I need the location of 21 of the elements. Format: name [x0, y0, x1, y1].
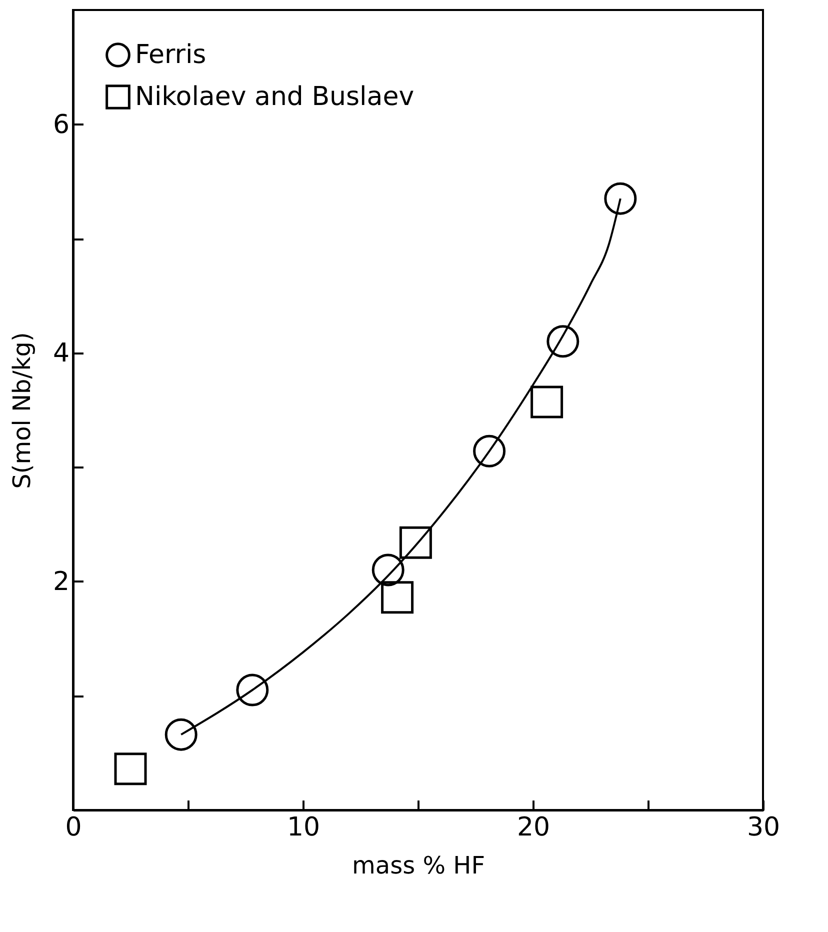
x-tick-label: 20: [516, 812, 550, 842]
legend-label: Ferris: [135, 40, 206, 70]
point: [372, 554, 404, 586]
point: [604, 182, 637, 215]
y-axis-title: S(mol Nb/kg): [8, 332, 36, 489]
x-tick-label: 0: [65, 812, 82, 842]
point: [164, 718, 198, 751]
x-tick-label: 30: [746, 812, 780, 842]
point: [381, 581, 414, 614]
point: [114, 752, 147, 786]
x-tick-label: 10: [286, 812, 320, 842]
point: [399, 526, 432, 559]
point: [473, 434, 506, 468]
legend-label: Nikolaev and Buslaev: [135, 82, 414, 112]
y-tick-label: 6: [52, 110, 70, 140]
x-axis-title: mass % HF: [352, 852, 486, 880]
point: [530, 386, 564, 418]
point: [236, 674, 269, 706]
point: [546, 325, 580, 358]
y-tick-label: 4: [52, 338, 70, 368]
y-tick-label: 2: [52, 566, 70, 597]
